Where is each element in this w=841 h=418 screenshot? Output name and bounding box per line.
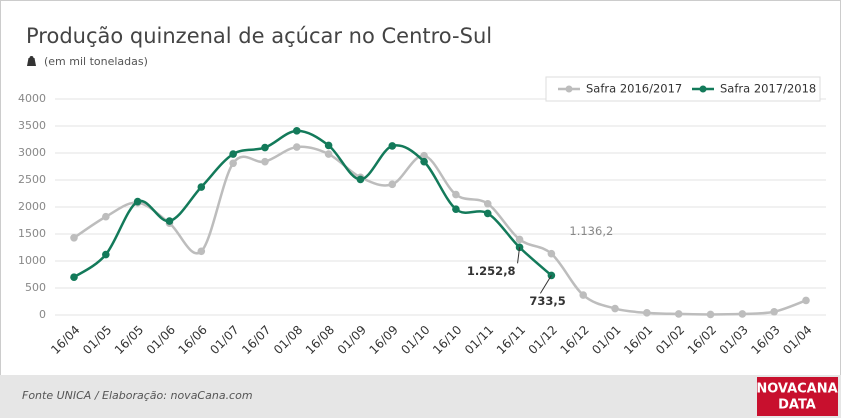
- point: [388, 142, 397, 150]
- point: [452, 190, 460, 199]
- series: 1.252,8 733,5: [70, 127, 566, 308]
- series: 1.136,2: [70, 143, 810, 319]
- legend-label: Safra 2016/2017: [586, 82, 682, 96]
- point: [356, 175, 365, 184]
- point: [261, 157, 269, 166]
- point: [292, 143, 301, 151]
- brand-name: NOVACANA: [756, 382, 837, 397]
- point: [770, 307, 778, 316]
- point: [388, 180, 397, 189]
- legend-label: Safra 2017/2018: [720, 82, 816, 96]
- point: [261, 143, 269, 152]
- source: Fonte UNICA / Elaboração: novaCana.com: [22, 389, 253, 402]
- series-line: [73, 129, 553, 279]
- y-tick-label: 2500: [18, 173, 46, 186]
- point: [324, 141, 333, 150]
- legend-box: [545, 76, 821, 102]
- data-label: 1.252,8: [467, 264, 516, 278]
- y-tick-label: 0: [39, 308, 46, 321]
- point: [292, 127, 301, 135]
- point: [197, 247, 206, 256]
- y-tick-label: 500: [25, 281, 46, 294]
- leader-line: [539, 275, 552, 294]
- point: [547, 249, 556, 258]
- data-label: 1.136,2: [569, 224, 613, 238]
- point: [229, 150, 237, 158]
- point: [102, 250, 110, 259]
- point: [483, 199, 492, 208]
- y-tick-label: 4000: [18, 92, 46, 105]
- legend-dot: [699, 85, 707, 93]
- point: [706, 310, 715, 319]
- y-tick-label: 3500: [18, 119, 46, 132]
- footer: [0, 375, 841, 418]
- point: [324, 150, 333, 158]
- point: [611, 304, 619, 313]
- point: [165, 217, 174, 225]
- point: [420, 151, 428, 160]
- chart-title: Produção quinzenal de açúcar no Centro-S…: [26, 24, 492, 48]
- point: [674, 310, 683, 318]
- point: [483, 209, 492, 218]
- chart-subtitle: (em mil toneladas): [44, 55, 148, 68]
- point: [102, 212, 110, 221]
- point: [579, 291, 588, 299]
- point: [738, 310, 747, 318]
- y-tick-label: 1000: [18, 254, 46, 267]
- point: [133, 197, 142, 206]
- point: [452, 205, 460, 213]
- point: [70, 233, 78, 242]
- y-tick-label: 2000: [18, 200, 46, 213]
- point: [70, 273, 78, 282]
- data-label: 733,5: [529, 294, 565, 308]
- point: [515, 235, 524, 244]
- leader-line: [517, 247, 521, 264]
- y-tick-label: 3000: [18, 146, 46, 159]
- brand-sub: DATA: [778, 398, 816, 413]
- point: [420, 157, 428, 166]
- point: [197, 183, 206, 191]
- point: [229, 159, 237, 168]
- point: [802, 296, 810, 305]
- legend-dot: [565, 85, 573, 93]
- y-tick-label: 1500: [18, 227, 46, 240]
- weight-icon: [27, 56, 36, 66]
- point: [643, 309, 651, 317]
- legend: Safra 2016/2017 Safra 2017/2018: [545, 76, 821, 102]
- brand-logo: [757, 377, 838, 416]
